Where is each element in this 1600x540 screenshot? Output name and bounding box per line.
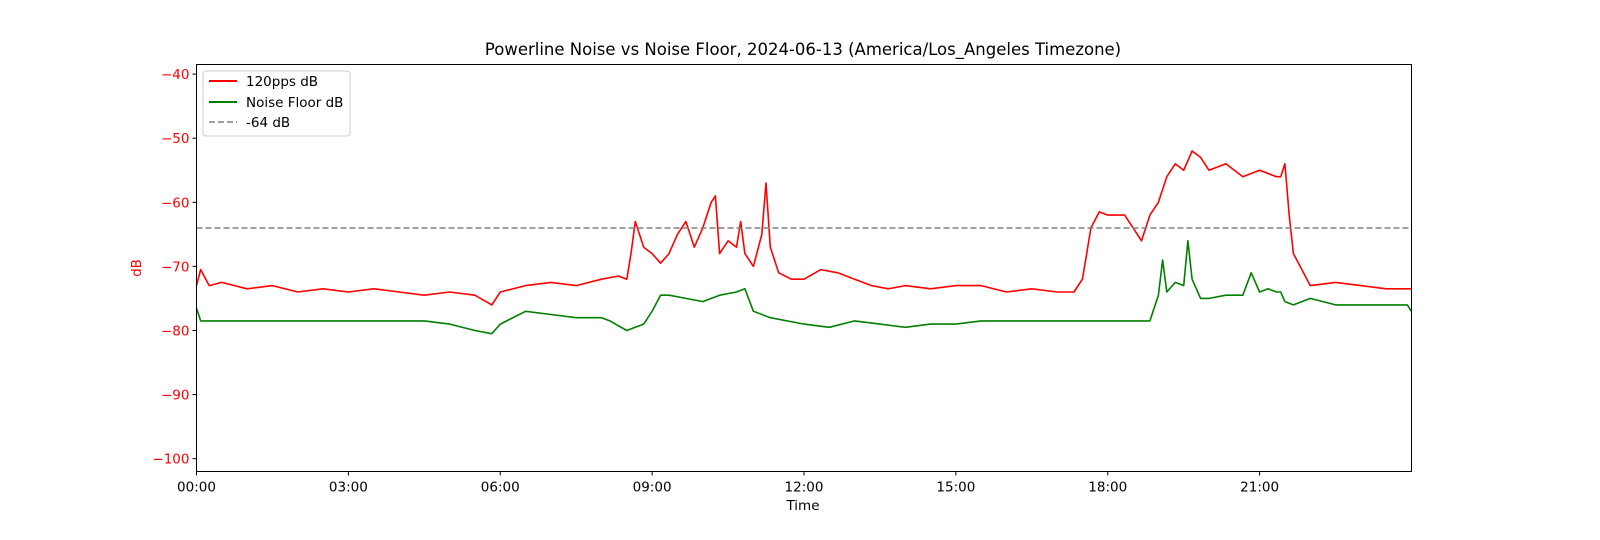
y-tick-label: −90 [161, 388, 190, 404]
x-tick-label: 15:00 [936, 480, 975, 496]
legend-label-threshold: -64 dB [246, 115, 290, 131]
legend: 120pps dB Noise Floor dB -64 dB [202, 70, 351, 137]
legend-label-floor: Noise Floor dB [246, 95, 343, 111]
legend-label-signal: 120pps dB [246, 74, 318, 90]
x-tick-label: 18:00 [1088, 480, 1127, 496]
x-tick-label: 03:00 [329, 480, 368, 496]
y-tick-label: −60 [161, 195, 190, 211]
y-tick-label: −80 [161, 323, 190, 339]
x-tick-label: 09:00 [633, 480, 672, 496]
series-line-floor [195, 240, 1413, 335]
chart-title: Powerline Noise vs Noise Floor, 2024-06-… [485, 40, 1121, 60]
y-tick-label: −40 [161, 67, 190, 83]
y-tick-label: −70 [161, 259, 190, 275]
x-tick-label: 12:00 [785, 480, 824, 496]
y-tick-label: −100 [152, 452, 189, 468]
y-tick-label: −50 [161, 131, 190, 147]
x-tick-label: 21:00 [1240, 480, 1279, 496]
x-tick-label: 06:00 [481, 480, 520, 496]
y-axis-label: dB [129, 259, 145, 277]
x-tick-label: 00:00 [177, 480, 216, 496]
y-axis-ticks: −40 −50 −60 −70 −80 −90 −100 [152, 67, 197, 468]
plot-series [195, 150, 1413, 335]
x-axis-label: Time [785, 498, 819, 514]
plot-frame [196, 64, 1412, 472]
legend-box [202, 70, 351, 137]
x-axis-ticks: 00:00 03:00 06:00 09:00 12:00 15:00 18:00 21:00 [177, 471, 1279, 496]
series-line-signal [195, 150, 1412, 306]
